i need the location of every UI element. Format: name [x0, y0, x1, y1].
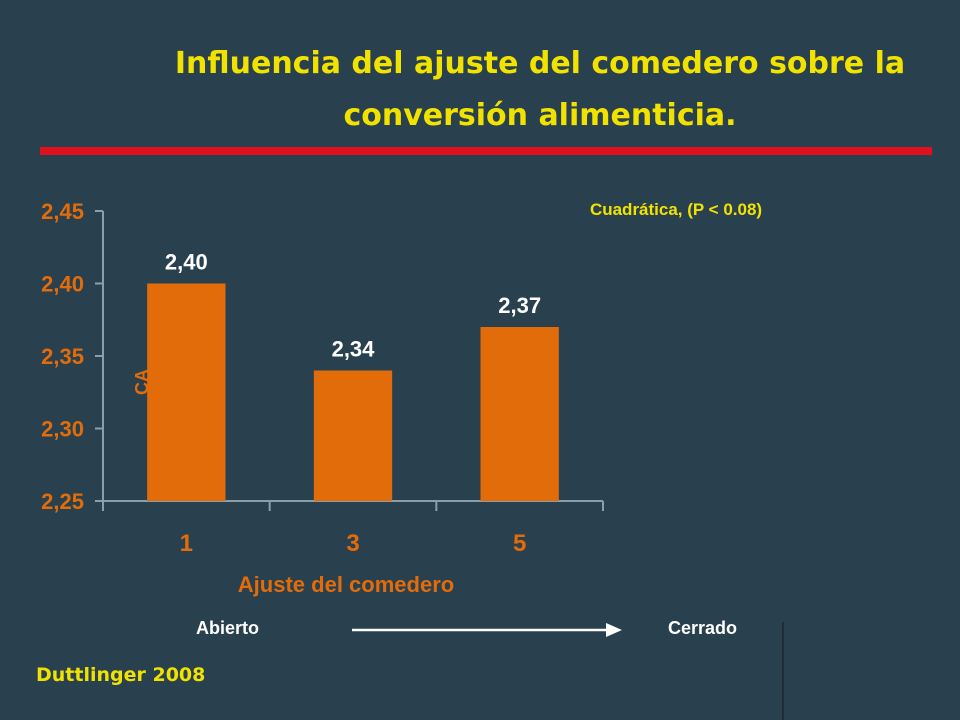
divider-line	[782, 622, 784, 720]
slide-title: Influencia del ajuste del comedero sobre…	[174, 46, 906, 133]
y-tick-label: 2,30	[41, 417, 84, 442]
source-citation: Duttlinger 2008	[36, 664, 206, 686]
y-axis-label: CA	[132, 369, 152, 395]
y-tick-labels: 2,25 2,30 2,35 2,40 2,45	[41, 199, 84, 514]
bar	[147, 283, 226, 501]
y-tick-label: 2,40	[41, 272, 84, 297]
y-tick-label: 2,45	[41, 199, 84, 224]
y-tick-label: 2,25	[41, 489, 84, 514]
bar	[313, 370, 393, 501]
arrow-end-label: Cerrado	[668, 618, 738, 638]
arrow-start-label: Abierto	[196, 618, 259, 638]
x-tick-label: 3	[346, 530, 359, 557]
title-underline	[40, 147, 932, 155]
x-axis-label: Ajuste del comedero	[238, 572, 454, 597]
x-tick-labels: 1 3 5	[180, 530, 527, 557]
x-tick-label: 5	[513, 530, 526, 557]
significance-annotation: Cuadrática, (P < 0.08)	[590, 200, 762, 219]
bar-value-label: 2,40	[165, 250, 208, 275]
bar-value-label: 2,34	[332, 337, 376, 362]
y-tick-label: 2,35	[41, 344, 84, 369]
x-tick-label: 1	[180, 530, 193, 557]
arrow-head	[606, 623, 622, 637]
bar	[480, 327, 559, 501]
bar-value-label: 2,37	[498, 293, 541, 318]
chart-bars: 2,40 2,34 2,37	[147, 250, 559, 501]
